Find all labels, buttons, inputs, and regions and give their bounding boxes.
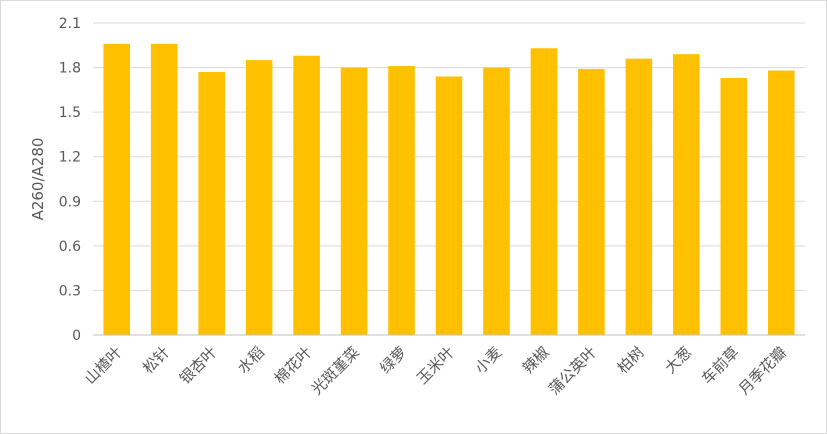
bar [767, 70, 795, 336]
bar [245, 60, 273, 336]
bar [340, 67, 368, 336]
x-category-label: 银杏叶 [176, 343, 221, 388]
y-axis-ticks: 0 0.3 0.6 0.9 1.2 1.5 1.8 2.1 [59, 16, 81, 344]
y-tick-label: 1.8 [59, 61, 81, 77]
y-axis-title: A260/A280 [29, 138, 47, 221]
y-tick-label: 1.5 [59, 105, 81, 121]
x-category-label: 棉花叶 [271, 343, 316, 388]
y-tick-label: 2.1 [59, 16, 81, 32]
x-category-label: 绿萝 [376, 343, 410, 377]
bar [483, 67, 510, 336]
x-category-label: 蒲公英叶 [545, 343, 600, 398]
bars [103, 43, 795, 336]
bar [150, 43, 178, 336]
x-category-label: 光斑堇菜 [308, 343, 363, 398]
x-category-label: 山楂叶 [81, 343, 126, 388]
x-category-label: 玉米叶 [413, 343, 458, 388]
bar [578, 69, 605, 336]
x-category-label: 水稻 [234, 343, 268, 377]
x-category-label: 小麦 [471, 343, 505, 377]
bar [388, 66, 415, 335]
bar [625, 58, 653, 336]
x-category-label: 车前草 [698, 343, 743, 388]
y-tick-label: 0.3 [59, 283, 81, 299]
bar [435, 76, 463, 335]
x-category-label: 柏树 [614, 343, 648, 377]
bar [673, 54, 700, 335]
bar [293, 55, 320, 335]
y-tick-label: 0.6 [59, 239, 81, 255]
y-tick-label: 0 [72, 328, 81, 344]
y-tick-label: 0.9 [59, 194, 81, 210]
bar [720, 77, 748, 335]
y-tick-label: 1.2 [59, 150, 81, 166]
x-category-label: 辣椒 [519, 343, 553, 377]
x-category-label: 松针 [139, 343, 173, 377]
bar [198, 72, 225, 336]
x-category-label: 大葱 [661, 343, 695, 377]
x-category-label: 月季花瓣 [735, 343, 790, 398]
bar [530, 48, 558, 335]
bar [103, 43, 131, 336]
